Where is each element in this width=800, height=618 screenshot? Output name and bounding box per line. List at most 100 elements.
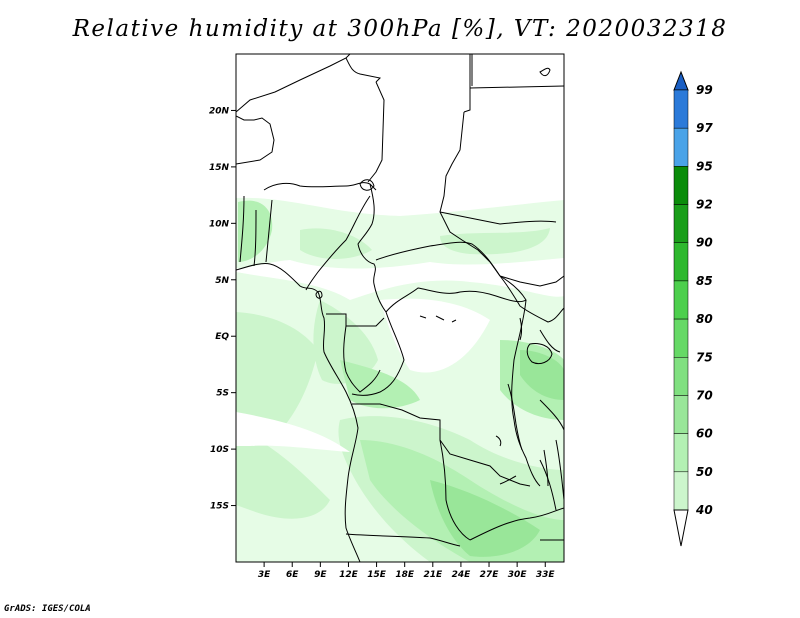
border-drc-angola bbox=[352, 403, 531, 487]
lat-tick-label: 15N bbox=[209, 163, 230, 173]
lon-tick-label: 12E bbox=[339, 570, 359, 580]
border-niger-algeria bbox=[345, 57, 382, 83]
shade-north-band-inner bbox=[238, 200, 273, 262]
colorbar-label: 40 bbox=[695, 503, 713, 517]
colorbar-box bbox=[673, 433, 689, 473]
humidity-field bbox=[236, 197, 564, 562]
colorbar-box bbox=[673, 318, 689, 358]
colorbar-box bbox=[673, 471, 689, 511]
border-angola-namibia bbox=[345, 533, 461, 547]
colorbar-box bbox=[673, 395, 689, 434]
shade-south-core bbox=[430, 480, 540, 557]
lon-tick-label: 24E bbox=[452, 570, 472, 580]
colorbar-label: 60 bbox=[696, 427, 713, 441]
border-nigeria-benin bbox=[265, 199, 273, 263]
shade-west-ocean-2 bbox=[236, 430, 330, 519]
dry-tongue-2 bbox=[380, 298, 490, 373]
shade-west-ocean bbox=[236, 312, 318, 440]
colorbar-label: 92 bbox=[696, 198, 713, 212]
lon-tick-label: 3E bbox=[258, 570, 271, 580]
map-frame bbox=[235, 53, 565, 563]
colorbar-bottom-arrow bbox=[673, 509, 689, 547]
lon-tick-label: 18E bbox=[395, 570, 415, 580]
lake-tanganyika bbox=[507, 383, 523, 451]
border-zambia-zimbabwe bbox=[469, 507, 564, 541]
colorbar-label: 95 bbox=[696, 159, 713, 173]
colorbar-label: 75 bbox=[696, 350, 713, 364]
lat-tick-label: 5S bbox=[216, 389, 229, 399]
shade-north-band-patch2 bbox=[440, 228, 550, 255]
border-south-sudan-drc bbox=[499, 275, 564, 323]
shade-east-patch-2 bbox=[520, 350, 564, 400]
colorbar-label: 90 bbox=[696, 236, 713, 250]
coastline-west-africa bbox=[236, 263, 361, 562]
shade-congo-west bbox=[340, 360, 420, 409]
lon-tick-label: 30E bbox=[508, 570, 528, 580]
border-congo-drc bbox=[351, 311, 405, 396]
colorbar-top-arrow bbox=[673, 70, 689, 91]
island-bioko bbox=[315, 290, 323, 299]
lake-chad bbox=[359, 179, 375, 191]
colorbar: 99 97 95 92 90 85 80 75 70 60 50 40 bbox=[673, 70, 713, 547]
colorbar-label: 80 bbox=[696, 312, 713, 326]
sinai-coast bbox=[539, 67, 551, 77]
longitude-axis: 3E 6E 9E 12E 15E 18E 21E 24E 27E 30E 33E bbox=[258, 562, 556, 580]
colorbar-box bbox=[673, 127, 689, 167]
grads-credit: GrADS: IGES/COLA bbox=[4, 604, 91, 614]
shade-north-band-patch bbox=[300, 228, 372, 259]
border-drc-east bbox=[511, 299, 541, 487]
colorbar-box bbox=[673, 166, 689, 205]
border-egypt-sudan bbox=[469, 85, 564, 89]
lon-tick-label: 21E bbox=[423, 570, 443, 580]
colorbar-box bbox=[673, 89, 689, 129]
lat-tick-label: 20N bbox=[209, 106, 230, 116]
colorbar-box bbox=[673, 357, 689, 396]
lon-tick-label: 15E bbox=[367, 570, 387, 580]
border-mali-niger bbox=[236, 54, 351, 113]
border-niger-nigeria bbox=[263, 182, 377, 191]
border-tanzania bbox=[539, 399, 564, 431]
colorbar-box bbox=[673, 204, 689, 243]
colorbar-box bbox=[673, 280, 689, 320]
border-sudan-ss bbox=[439, 211, 557, 225]
lat-tick-label: 10S bbox=[210, 445, 229, 455]
border-malawi bbox=[539, 459, 557, 511]
colorbar-box bbox=[673, 242, 689, 282]
border-angola-zambia bbox=[439, 439, 471, 541]
lat-tick-label: 5N bbox=[215, 276, 229, 286]
border-chad-libya bbox=[367, 81, 385, 183]
lat-tick-label: EQ bbox=[215, 332, 229, 342]
colorbar-label: 99 bbox=[696, 83, 713, 97]
colorbar-label: 85 bbox=[696, 274, 713, 288]
lake-kariba bbox=[499, 475, 517, 485]
border-chad-sudan bbox=[439, 111, 564, 287]
map-title: Relative humidity at 300hPa [%], VT: 202… bbox=[72, 16, 728, 42]
lake-victoria bbox=[526, 343, 553, 365]
border-gabon-congo bbox=[343, 325, 381, 393]
dry-tongue-1 bbox=[236, 412, 350, 452]
border-mozambique bbox=[555, 439, 564, 501]
colorbar-label: 50 bbox=[696, 465, 713, 479]
boundaries bbox=[236, 54, 564, 562]
border-libya bbox=[463, 54, 471, 113]
dry-tongue-3 bbox=[440, 380, 520, 424]
colorbar-label: 70 bbox=[696, 388, 713, 402]
colorbar-label: 97 bbox=[696, 121, 713, 135]
border-mali-burkina bbox=[236, 115, 275, 165]
border-nigeria-cameroon bbox=[305, 195, 371, 291]
lat-tick-label: 15S bbox=[210, 502, 229, 512]
lon-tick-label: 9E bbox=[314, 570, 327, 580]
mweru-lake bbox=[495, 435, 502, 447]
border-togo bbox=[253, 209, 257, 267]
lake-albert bbox=[519, 317, 522, 341]
lon-tick-label: 33E bbox=[536, 570, 556, 580]
lake-malawi bbox=[543, 449, 549, 487]
lon-tick-label: 27E bbox=[480, 570, 500, 580]
border-ghana bbox=[239, 195, 245, 263]
lon-tick-label: 6E bbox=[286, 570, 299, 580]
border-cameroon-chad bbox=[357, 183, 387, 313]
lat-tick-label: 10N bbox=[209, 219, 230, 229]
congo-river-lakes bbox=[419, 315, 457, 323]
border-uganda-kenya bbox=[539, 329, 561, 353]
